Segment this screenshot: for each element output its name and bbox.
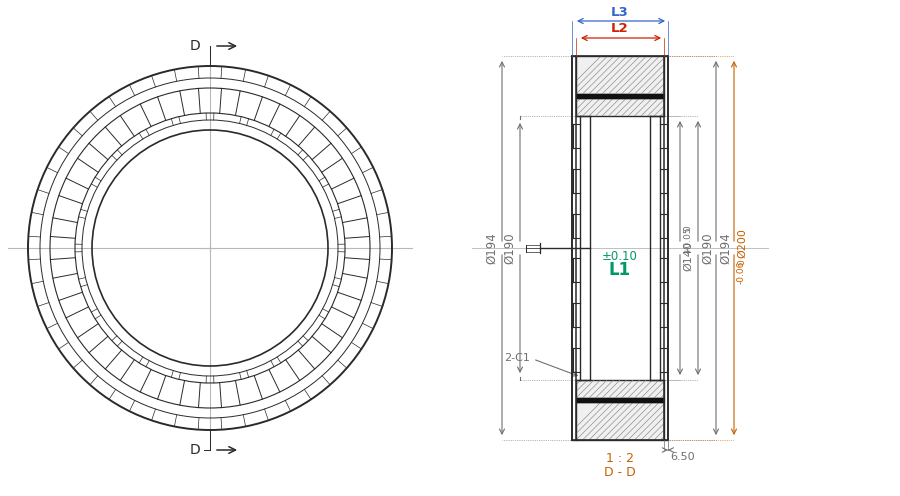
- Text: Ø190: Ø190: [503, 232, 516, 264]
- Text: 0: 0: [737, 259, 746, 265]
- Text: 0: 0: [683, 225, 692, 231]
- Text: Ø140: Ø140: [683, 241, 693, 271]
- Text: L3: L3: [611, 5, 629, 18]
- Text: +0.05: +0.05: [683, 226, 692, 254]
- Text: D: D: [190, 39, 201, 53]
- Text: L1: L1: [609, 261, 631, 279]
- Bar: [576, 98, 664, 116]
- Text: ±0.10: ±0.10: [602, 249, 638, 262]
- Text: 2-C1: 2-C1: [504, 353, 530, 363]
- Bar: [576, 56, 664, 94]
- Text: Ø194: Ø194: [485, 232, 498, 264]
- Text: D - D: D - D: [604, 466, 636, 479]
- Bar: [576, 402, 664, 440]
- Text: D: D: [190, 443, 201, 457]
- Text: L2: L2: [611, 22, 629, 36]
- Text: Ø190: Ø190: [701, 232, 714, 264]
- Text: 1 : 2: 1 : 2: [606, 452, 634, 466]
- Text: Ø200: Ø200: [737, 228, 747, 258]
- Text: Ø194: Ø194: [719, 232, 732, 264]
- Bar: [576, 380, 664, 398]
- Text: 6.50: 6.50: [670, 452, 695, 462]
- Text: -0.06: -0.06: [737, 260, 746, 284]
